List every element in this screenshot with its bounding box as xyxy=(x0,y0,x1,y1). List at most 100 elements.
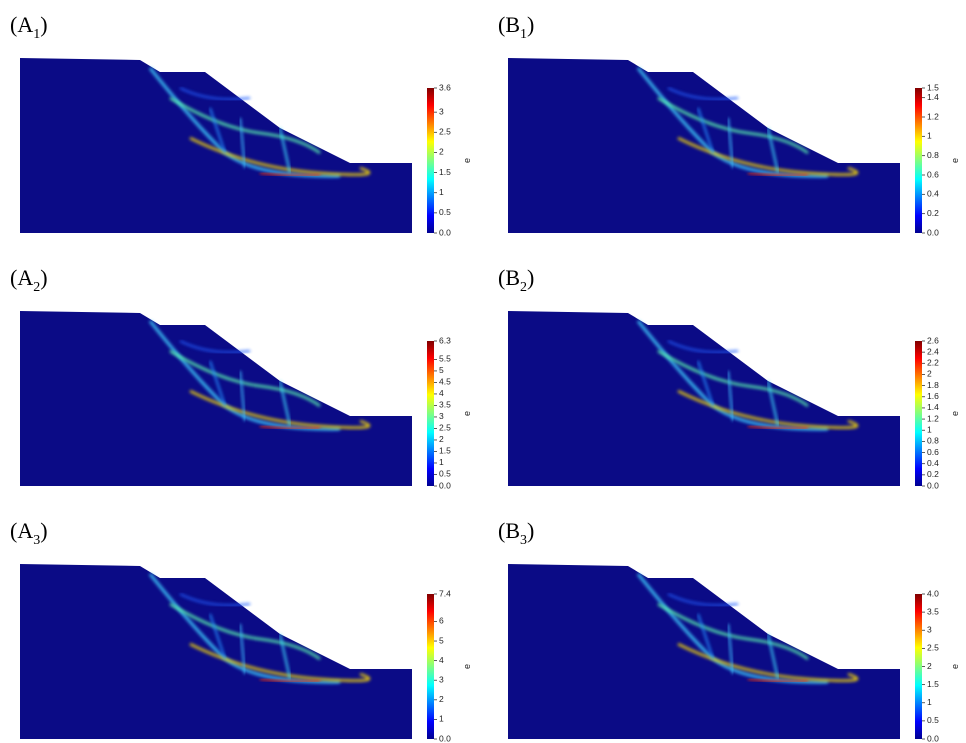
shear-band xyxy=(148,573,341,684)
panel: (A2)0.00.511.522.533.544.555.56.3e xyxy=(10,265,472,490)
colorbar-tick-label: 3.5 xyxy=(439,400,451,410)
shear-band xyxy=(169,96,321,155)
panel: (B1)0.00.20.40.60.811.21.41.5e xyxy=(498,12,960,237)
colorbar-tick-label: 1.5 xyxy=(439,446,451,456)
colorbar-tick-label: 2.5 xyxy=(439,127,451,137)
colorbar-title: e xyxy=(950,158,960,163)
shear-band xyxy=(209,613,226,660)
colorbar-tick-label: 0.0 xyxy=(927,227,939,237)
colorbar-tick-label: 0.5 xyxy=(439,469,451,479)
colorbar-tick-label: 2 xyxy=(439,434,444,444)
shear-band xyxy=(636,320,829,431)
slope-image xyxy=(20,311,412,486)
colorbar-tick-label: 0.4 xyxy=(927,189,939,199)
panel-label: (A1) xyxy=(10,12,48,42)
shear-band xyxy=(209,107,226,154)
shear-band xyxy=(239,370,246,422)
slope-image xyxy=(20,58,412,233)
colorbar xyxy=(427,594,434,739)
panel: (B2)0.00.20.40.60.811.21.41.61.822.22.42… xyxy=(498,265,960,490)
colorbar-tick-label: 3 xyxy=(439,411,444,421)
shear-band xyxy=(209,360,226,407)
shear-band xyxy=(767,127,779,174)
colorbar-tick-label: 2 xyxy=(439,147,444,157)
shear-band xyxy=(667,87,739,101)
shear-band xyxy=(747,172,809,177)
shear-band xyxy=(727,370,734,422)
shear-band xyxy=(727,117,734,169)
shear-band xyxy=(148,320,341,431)
colorbar-tick-label: 1.4 xyxy=(927,92,939,102)
colorbar-tick-label: 1.2 xyxy=(927,413,939,423)
colorbar-tick-label: 5.5 xyxy=(439,354,451,364)
colorbar xyxy=(427,88,434,233)
shear-band xyxy=(259,172,321,177)
colorbar-tick-label: 3 xyxy=(927,625,932,635)
colorbar-tick-label: 4 xyxy=(439,388,444,398)
colorbar-tick-label: 2 xyxy=(927,661,932,671)
label-subscript: 3 xyxy=(33,533,40,548)
colorbar-tick-label: 0.0 xyxy=(439,227,451,237)
colorbar-tick-label: 2 xyxy=(439,694,444,704)
colorbar-tick-label: 3.6 xyxy=(439,82,451,92)
shear-band xyxy=(767,380,779,427)
label-suffix: ) xyxy=(40,518,47,543)
label-prefix: (A xyxy=(10,518,33,543)
shear-band xyxy=(657,602,809,661)
shear-band xyxy=(179,340,251,354)
colorbar-tick-label: 1 xyxy=(927,697,932,707)
colorbar-tick-label: 5 xyxy=(439,365,444,375)
colorbar-tick-label: 3.5 xyxy=(927,606,939,616)
colorbar-tick-label: 1 xyxy=(927,131,932,141)
panel-label: (B2) xyxy=(498,265,534,295)
colorbar-title: e xyxy=(950,411,960,416)
colorbar-tick-label: 2.6 xyxy=(927,335,939,345)
shear-band xyxy=(747,425,809,430)
colorbar-tick-label: 0.6 xyxy=(927,169,939,179)
colorbar-tick-label: 7.4 xyxy=(439,588,451,598)
colorbar-tick-label: 2 xyxy=(927,369,932,379)
shear-band xyxy=(239,117,246,169)
colorbar-tick-label: 1 xyxy=(439,714,444,724)
colorbar-tick-label: 1 xyxy=(439,187,444,197)
colorbar-tick-label: 0.0 xyxy=(439,733,451,743)
label-subscript: 3 xyxy=(520,533,527,548)
panel-label: (A3) xyxy=(10,518,48,548)
shear-band xyxy=(279,127,291,174)
label-prefix: (B xyxy=(498,265,520,290)
colorbar-tick-label: 0.0 xyxy=(927,480,939,490)
label-subscript: 1 xyxy=(520,27,527,42)
colorbar-tick-label: 1.5 xyxy=(927,82,939,92)
shear-band xyxy=(179,593,251,607)
panel-label: (B3) xyxy=(498,518,534,548)
panel: (A1)0.00.511.522.533.6e xyxy=(10,12,472,237)
colorbar-tick-label: 0.5 xyxy=(927,715,939,725)
shear-band xyxy=(279,633,291,680)
shear-band xyxy=(657,349,809,408)
colorbar-title: e xyxy=(462,411,472,416)
colorbar-tick-label: 6 xyxy=(439,616,444,626)
colorbar-tick-label: 4.5 xyxy=(439,377,451,387)
shear-band xyxy=(279,380,291,427)
slope-image xyxy=(508,564,900,739)
colorbar-tick-label: 1 xyxy=(439,457,444,467)
label-suffix: ) xyxy=(527,265,534,290)
colorbar-title: e xyxy=(950,664,960,669)
colorbar-tick-label: 4.0 xyxy=(927,588,939,598)
colorbar-tick-label: 1.6 xyxy=(927,391,939,401)
colorbar-tick-label: 0.5 xyxy=(439,207,451,217)
shear-band xyxy=(697,107,714,154)
label-suffix: ) xyxy=(527,518,534,543)
label-prefix: (A xyxy=(10,265,33,290)
colorbar-tick-label: 1.5 xyxy=(927,679,939,689)
label-subscript: 2 xyxy=(33,280,40,295)
colorbar-tick-label: 1.2 xyxy=(927,111,939,121)
shear-band xyxy=(667,340,739,354)
colorbar-tick-label: 0.8 xyxy=(927,150,939,160)
colorbar-tick-label: 2.4 xyxy=(927,346,939,356)
colorbar-tick-label: 0.6 xyxy=(927,447,939,457)
shear-band xyxy=(169,349,321,408)
label-subscript: 2 xyxy=(520,280,527,295)
